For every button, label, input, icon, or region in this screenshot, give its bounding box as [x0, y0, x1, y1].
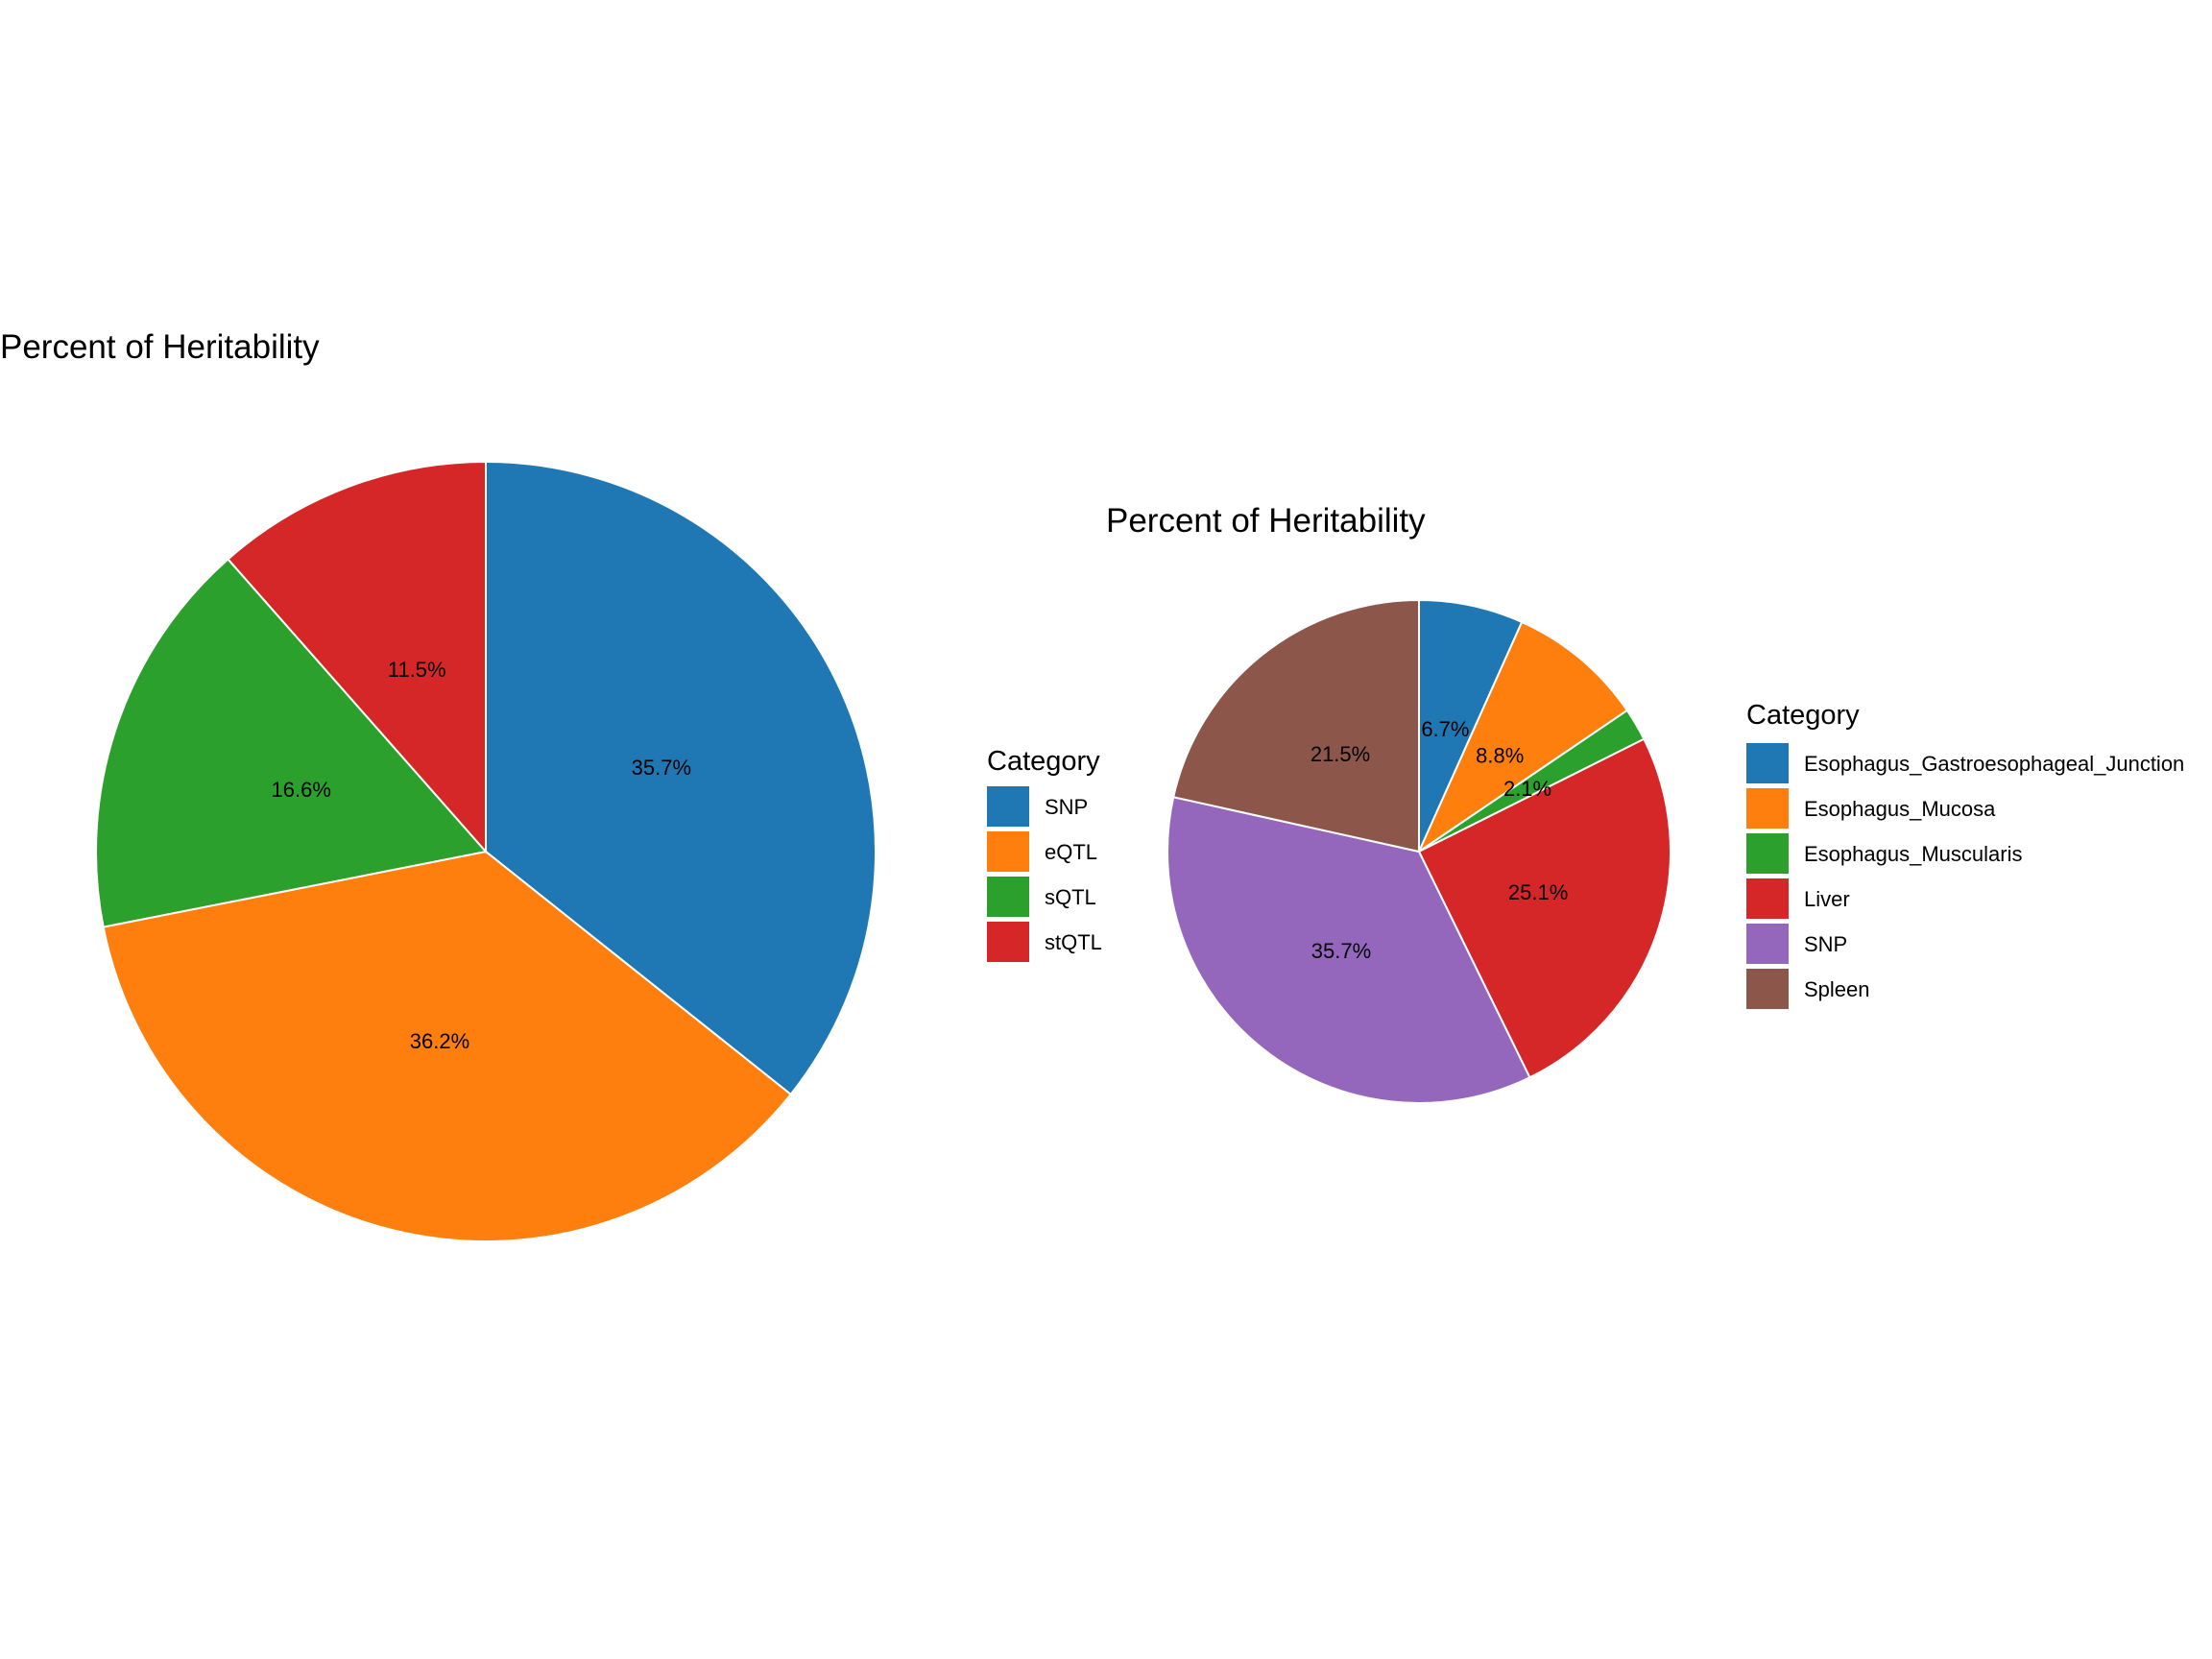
legend-2-key-esophagus-mucosa	[1746, 788, 1789, 829]
pie-1-slice-labels: 35.7% 36.2% 16.6% 11.5%	[272, 658, 692, 1053]
legend-2: Category Esophagus_Gastroesophageal_Junc…	[1746, 700, 2184, 1009]
pie-1-slice-label-sqtl: 16.6%	[272, 778, 331, 802]
pie-1-slice-label-stqtl: 11.5%	[388, 658, 446, 682]
legend-2-items: Esophagus_Gastroesophageal_Junction Esoph…	[1746, 743, 2184, 1009]
legend-1: Category SNP eQTL sQTL stQTL	[987, 746, 1102, 962]
pie-2-slice-label-esophagus-gastroesophageal-junction: 6.7%	[1421, 717, 1469, 741]
legend-1-items: SNP eQTL sQTL stQTL	[987, 786, 1102, 962]
legend-2-label-liver: Liver	[1804, 887, 1850, 911]
legend-2-key-liver	[1746, 878, 1789, 919]
legend-2-label-esophagus-gastroesophageal-junction: Esophagus_Gastroesophageal_Junction	[1804, 752, 2184, 776]
legend-1-title: Category	[987, 746, 1100, 777]
pie-2-slice-label-esophagus-mucosa: 8.8%	[1476, 744, 1524, 768]
legend-2-key-esophagus-muscularis	[1746, 833, 1789, 874]
pie-2-slice-label-snp: 35.7%	[1311, 939, 1371, 963]
legend-1-key-snp	[987, 786, 1029, 827]
pie-2-slice-label-spleen: 21.5%	[1310, 742, 1370, 766]
pie-chart-1: Percent of Heritability 35.7% 36.2% 16.6% 1…	[0, 328, 1102, 1242]
pie-2-slice-label-liver: 25.1%	[1508, 880, 1568, 904]
chart-2-title: Percent of Heritability	[1106, 502, 1426, 540]
pie-2-slice-labels: 6.7% 8.8% 2.1% 25.1% 35.7% 21.5%	[1310, 717, 1568, 963]
chart-1-title: Percent of Heritability	[0, 328, 320, 366]
legend-2-key-spleen	[1746, 969, 1789, 1009]
legend-2-label-esophagus-mucosa: Esophagus_Mucosa	[1804, 797, 1996, 821]
pie-1-slice-eqtl	[102, 850, 793, 1242]
pie-1-slice-label-snp: 35.7%	[632, 756, 691, 780]
legend-1-label-sqtl: sQTL	[1045, 885, 1096, 909]
legend-1-label-eqtl: eQTL	[1045, 840, 1097, 864]
legend-1-key-stqtl	[987, 922, 1029, 962]
pie-1-slice-stqtl	[227, 460, 487, 854]
legend-1-key-eqtl	[987, 831, 1029, 872]
pie-1-slices	[95, 460, 877, 1242]
legend-1-label-snp: SNP	[1045, 795, 1088, 819]
legend-2-label-esophagus-muscularis: Esophagus_Muscularis	[1804, 842, 2022, 866]
pie-2-slice-label-esophagus-muscularis: 2.1%	[1503, 777, 1551, 801]
pie-2-slice-snp	[1166, 795, 1531, 1104]
legend-2-title: Category	[1746, 700, 1860, 731]
legend-2-key-esophagus-gastroesophageal-junction	[1746, 743, 1789, 783]
pie-2-slice-esophagus-gastroesophageal-junction	[1418, 598, 1524, 853]
pie-2-slice-esophagus-mucosa	[1416, 620, 1629, 854]
legend-2-label-snp: SNP	[1804, 932, 1847, 956]
legend-1-label-stqtl: stQTL	[1045, 930, 1102, 954]
legend-2-key-snp	[1746, 924, 1789, 964]
legend-1-key-sqtl	[987, 877, 1029, 917]
pie-1-slice-sqtl	[95, 558, 488, 928]
pie-2-slice-liver	[1417, 737, 1671, 1079]
pie-2-slices	[1166, 598, 1671, 1104]
pie-1-slice-label-eqtl: 36.2%	[410, 1029, 469, 1053]
pie-2-slice-spleen	[1172, 598, 1420, 854]
pie-chart-2: Percent of Heritability 6.7% 8.8% 2.1% 25.1…	[1106, 502, 2184, 1104]
legend-2-label-spleen: Spleen	[1804, 977, 1870, 1001]
pie-1-slice-snp	[485, 460, 877, 1096]
